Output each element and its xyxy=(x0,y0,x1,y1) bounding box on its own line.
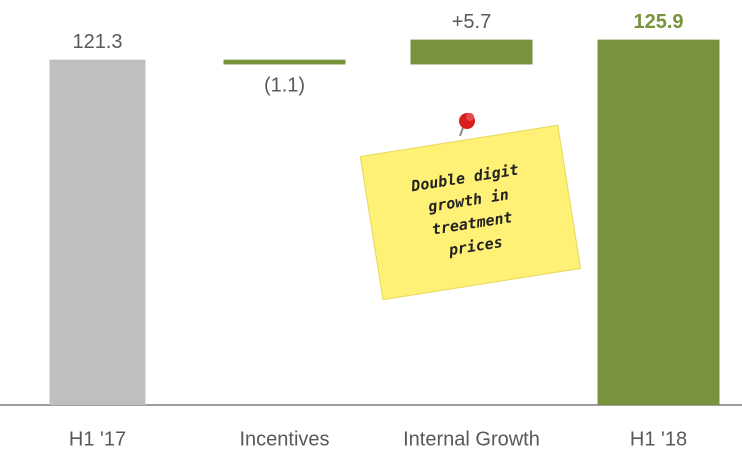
bar xyxy=(410,39,533,65)
value-label: +5.7 xyxy=(452,11,491,33)
x-tick-label: Internal Growth xyxy=(403,428,540,450)
pin xyxy=(459,113,475,137)
value-label: 121.3 xyxy=(72,31,122,53)
bar xyxy=(49,59,146,406)
value-label: (1.1) xyxy=(264,75,305,97)
x-tick-label: Incentives xyxy=(239,428,329,450)
bar xyxy=(597,39,720,406)
x-tick-label: H1 '17 xyxy=(69,428,126,450)
x-tick-label: H1 '18 xyxy=(630,428,687,450)
bar xyxy=(223,59,346,65)
value-label: 125.9 xyxy=(633,11,683,33)
note-paper xyxy=(359,124,582,301)
